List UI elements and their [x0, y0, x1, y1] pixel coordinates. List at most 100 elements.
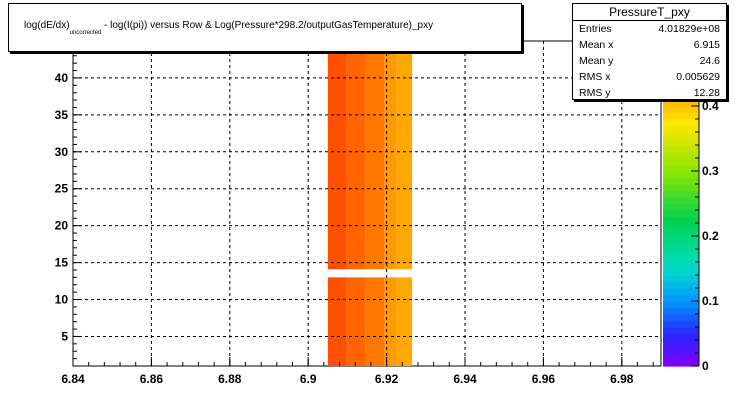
- palette-band: [663, 119, 699, 127]
- heatmap-cell: [396, 277, 413, 366]
- z-tick-label: 0.2: [702, 229, 719, 243]
- palette-band: [663, 255, 699, 263]
- palette-band: [663, 268, 699, 276]
- palette-band: [663, 223, 699, 231]
- palette-band: [663, 164, 699, 172]
- palette-band: [663, 203, 699, 211]
- stats-key: Mean y: [579, 55, 614, 67]
- stats-key: Entries: [579, 23, 612, 35]
- palette-band: [663, 158, 699, 166]
- heatmap-cell: [384, 41, 397, 270]
- palette-band: [663, 216, 699, 224]
- palette-band: [663, 184, 699, 192]
- palette-band: [663, 236, 699, 244]
- palette-band: [663, 112, 699, 120]
- x-tick-label: 6.84: [61, 372, 85, 386]
- heatmap-cell: [346, 277, 366, 366]
- stats-title: PressureT_pxy: [573, 4, 726, 21]
- title-suffix: - log(I(pi)) versus Row & Log(Pressure*2…: [101, 20, 434, 31]
- z-tick-label: 0.4: [702, 99, 719, 113]
- title-prefix: log(dE/dx): [24, 20, 70, 31]
- title-subscript: uncorrected: [69, 30, 102, 36]
- heatmap-cell: [346, 41, 366, 270]
- title-box: log(dE/dx)uncorrected - log(I(pi)) versu…: [8, 3, 522, 52]
- stats-value: 12.28: [693, 87, 720, 99]
- palette-band: [663, 353, 699, 361]
- y-tick-label: 20: [55, 219, 69, 233]
- heatmap-cell: [327, 41, 347, 270]
- x-tick-label: 6.92: [375, 372, 399, 386]
- z-tick-label: 0.3: [702, 164, 719, 178]
- y-tick-label: 15: [55, 256, 69, 270]
- stats-key: RMS x: [579, 71, 611, 83]
- palette-band: [663, 333, 699, 341]
- stats-value: 24.6: [699, 55, 720, 67]
- stats-value: 4.01829e+08: [658, 23, 720, 35]
- palette-band: [663, 346, 699, 354]
- palette-band: [663, 249, 699, 257]
- y-tick-label: 5: [61, 329, 68, 343]
- y-tick-label: 30: [55, 145, 69, 159]
- palette-band: [663, 275, 699, 283]
- x-tick-label: 6.98: [610, 372, 634, 386]
- palette-band: [663, 288, 699, 296]
- stats-row-entries: Entries 4.01829e+08: [573, 21, 726, 37]
- stats-key: RMS y: [579, 87, 611, 99]
- x-tick-label: 6.88: [218, 372, 242, 386]
- heatmap-cell: [384, 277, 397, 366]
- heatmap-cell: [327, 277, 347, 366]
- x-tick-label: 6.86: [140, 372, 164, 386]
- y-tick-label: 10: [55, 293, 69, 307]
- palette-band: [663, 145, 699, 153]
- heatmap-cell: [396, 41, 413, 270]
- stats-row-mean-x: Mean x 6.915: [573, 37, 726, 53]
- palette-band: [663, 99, 699, 107]
- palette-band: [663, 190, 699, 198]
- z-tick-label: 0.1: [702, 294, 719, 308]
- y-tick-label: 40: [55, 71, 69, 85]
- heatmap-cell: [365, 41, 385, 270]
- palette-band: [663, 281, 699, 289]
- stats-row-rms-x: RMS x 0.005629: [573, 69, 726, 85]
- palette-band: [663, 229, 699, 237]
- palette-band: [663, 197, 699, 205]
- y-tick-label: 25: [55, 182, 69, 196]
- palette-band: [663, 359, 699, 367]
- palette-band: [663, 314, 699, 322]
- palette-band: [663, 294, 699, 302]
- stats-value: 6.915: [693, 39, 720, 51]
- palette-band: [663, 262, 699, 270]
- palette-band: [663, 171, 699, 179]
- palette-band: [663, 307, 699, 315]
- x-tick-label: 6.96: [532, 372, 556, 386]
- palette-band: [663, 106, 699, 114]
- heatmap-cells: [327, 41, 413, 366]
- palette-band: [663, 151, 699, 159]
- stats-key: Mean x: [579, 39, 614, 51]
- z-axis: 0 0.1 0.2 0.3 0.4: [691, 41, 719, 373]
- heatmap-cell: [365, 277, 385, 366]
- palette-band: [663, 132, 699, 140]
- palette-band: [663, 138, 699, 146]
- stats-row-mean-y: Mean y 24.6: [573, 53, 726, 69]
- palette-band: [663, 320, 699, 328]
- palette-band: [663, 177, 699, 185]
- stats-value: 0.005629: [676, 71, 720, 83]
- palette-band: [663, 210, 699, 218]
- stats-box: PressureT_pxy Entries 4.01829e+08 Mean x…: [572, 3, 727, 100]
- chart-title: log(dE/dx)uncorrected - log(I(pi)) versu…: [24, 20, 434, 36]
- palette-band: [663, 242, 699, 250]
- palette-band: [663, 301, 699, 309]
- grid-lines: [73, 41, 661, 366]
- x-tick-label: 6.9: [300, 372, 317, 386]
- x-axis: 6.84 6.86 6.88 6.9 6.92 6.94 6.96 6.98: [61, 357, 654, 386]
- z-tick-label: 0: [702, 359, 709, 373]
- palette-band: [663, 327, 699, 335]
- x-tick-label: 6.94: [453, 372, 477, 386]
- y-axis: 5 10 15 20 25 30 35 40: [55, 40, 82, 367]
- stats-row-rms-y: RMS y 12.28: [573, 85, 726, 101]
- palette-band: [663, 340, 699, 348]
- palette-band: [663, 125, 699, 133]
- y-tick-label: 35: [55, 108, 69, 122]
